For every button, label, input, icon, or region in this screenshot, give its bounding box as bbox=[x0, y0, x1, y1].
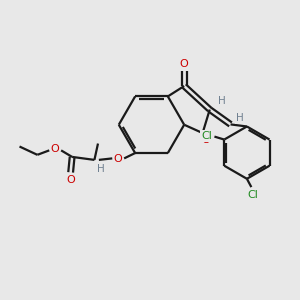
Text: O: O bbox=[50, 145, 59, 154]
Text: O: O bbox=[180, 59, 189, 69]
Text: Cl: Cl bbox=[248, 190, 258, 200]
Text: H: H bbox=[218, 96, 226, 106]
Text: Cl: Cl bbox=[201, 131, 212, 141]
Text: H: H bbox=[236, 113, 243, 123]
Text: O: O bbox=[114, 154, 123, 164]
Text: O: O bbox=[66, 175, 75, 184]
Text: O: O bbox=[201, 136, 210, 146]
Text: H: H bbox=[97, 164, 105, 174]
